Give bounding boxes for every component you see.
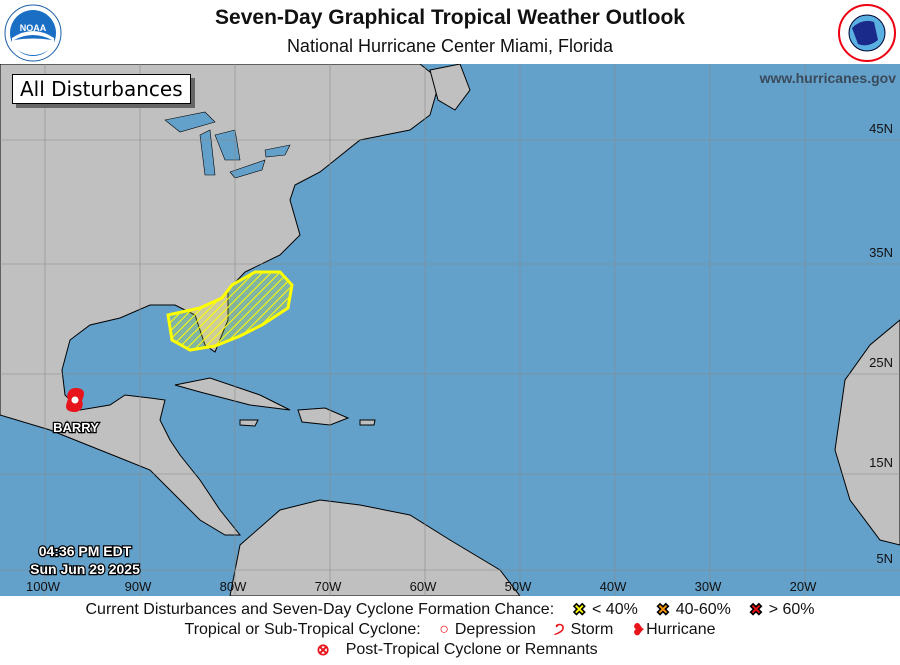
- legend-cyclone-label: Tropical or Sub-Tropical Cyclone:: [184, 621, 421, 638]
- storm-label: BARRY: [53, 420, 99, 435]
- svg-text:NOAA: NOAA: [20, 23, 47, 33]
- legend-hurricane: Hurricane: [646, 621, 716, 638]
- longitude-label: 70W: [315, 579, 342, 594]
- longitude-label: 50W: [505, 579, 532, 594]
- timestamp-date: Sun Jun 29 2025: [30, 561, 140, 577]
- legend-depression: Depression: [454, 621, 536, 638]
- latitude-label: 45N: [869, 121, 893, 136]
- jamaica: [239, 419, 259, 427]
- latitude-label: 35N: [869, 245, 893, 260]
- legend-low: < 40%: [592, 601, 638, 618]
- legend-med: 40-60%: [675, 601, 731, 618]
- latitude-label: 15N: [869, 455, 893, 470]
- longitude-label: 60W: [410, 579, 437, 594]
- longitude-label: 40W: [600, 579, 627, 594]
- timestamp-time: 04:36 PM EDT: [39, 543, 132, 559]
- post-tropical-icon: ⊗: [316, 642, 330, 659]
- x-red-icon: ✖: [749, 602, 763, 620]
- longitude-label: 80W: [220, 579, 247, 594]
- noaa-logo: NOAA: [4, 4, 62, 62]
- longitude-label: 30W: [695, 579, 722, 594]
- legend-formation-label: Current Disturbances and Seven-Day Cyclo…: [85, 601, 555, 618]
- page-title: Seven-Day Graphical Tropical Weather Out…: [215, 6, 685, 29]
- storm-icon: ੭: [554, 621, 565, 638]
- website[interactable]: www.hurricanes.gov: [759, 70, 897, 86]
- legend-storm: Storm: [570, 621, 614, 638]
- page-subtitle: National Hurricane Center Miami, Florida: [286, 36, 614, 56]
- latitude-label: 5N: [876, 551, 893, 566]
- x-orange-icon: ✖: [656, 602, 670, 620]
- hurricane-icon: ❥: [631, 622, 646, 639]
- map[interactable]: 100W 90W 80W 70W 60W 50W 40W 30W 20W 45N 35N 25N 15…: [0, 64, 900, 596]
- cuba: [174, 377, 291, 411]
- depression-icon: ○: [439, 621, 449, 638]
- great-lakes: [164, 111, 291, 179]
- legend-high: > 60%: [768, 601, 815, 618]
- hispaniola: [297, 407, 350, 426]
- nws-logo: [838, 4, 896, 62]
- south-america: [229, 499, 521, 596]
- storm-barry[interactable]: [66, 388, 84, 412]
- x-yellow-icon: ✖: [572, 602, 587, 620]
- newfoundland: [429, 64, 471, 111]
- legend-post-tropical: Post-Tropical Cyclone or Remnants: [345, 641, 598, 658]
- longitude-label: 100W: [26, 579, 61, 594]
- header: NOAA Seven-Day Graphical Tropical Weathe…: [0, 0, 900, 64]
- panel-label: All Disturbances: [12, 74, 191, 104]
- puerto-rico: [359, 419, 376, 426]
- disturbance-area[interactable]: [166, 270, 294, 352]
- grid: [0, 64, 900, 596]
- africa: [834, 319, 900, 546]
- longitude-label: 90W: [125, 579, 152, 594]
- longitude-label: 20W: [790, 579, 817, 594]
- latitude-label: 25N: [869, 355, 893, 370]
